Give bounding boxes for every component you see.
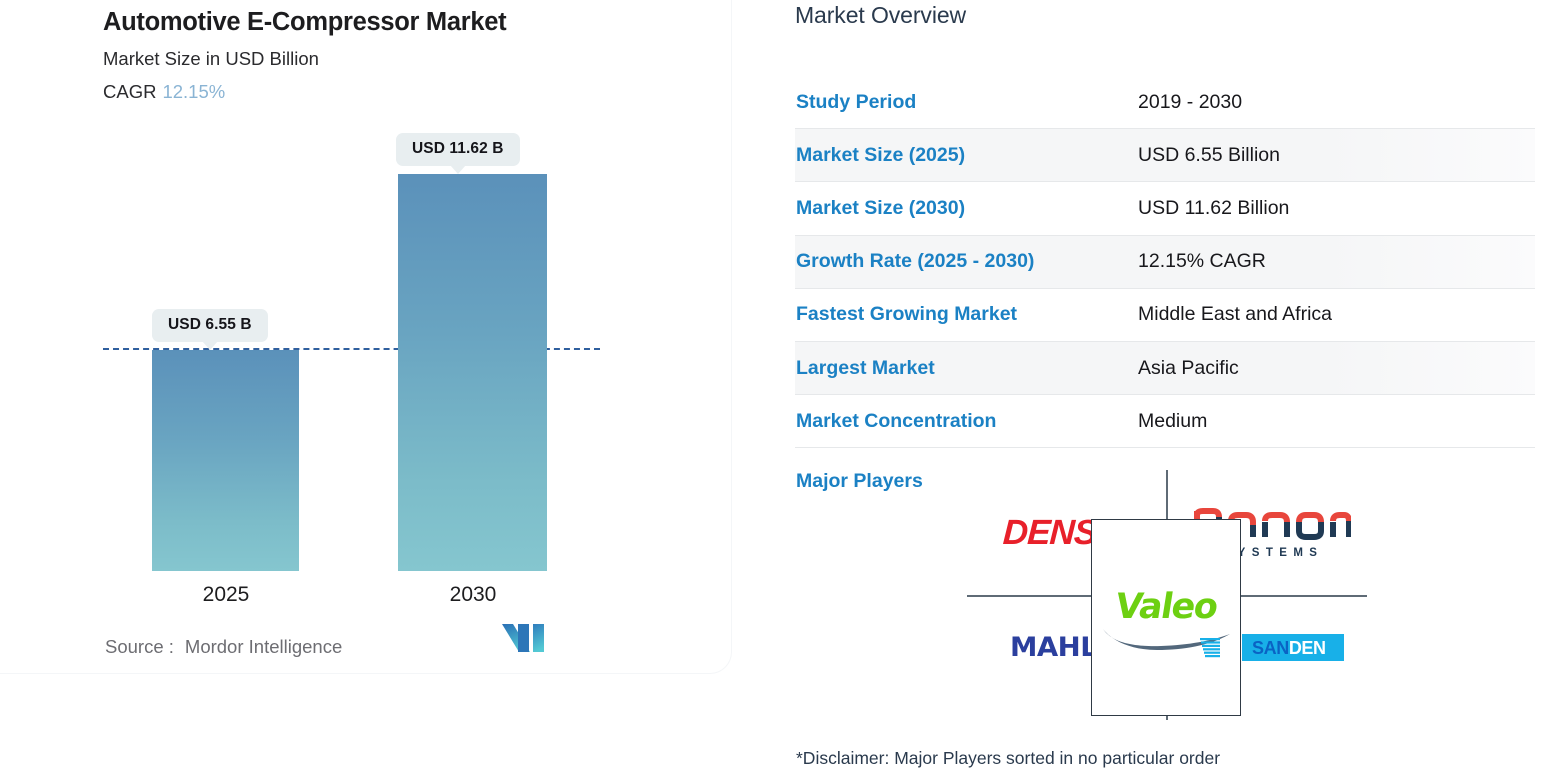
chart-subtitle: Market Size in USD Billion (103, 48, 319, 69)
player-logo-valeo: Valeo (1091, 519, 1241, 716)
overview-table: Study Period 2019 - 2030 Market Size (20… (795, 76, 1535, 449)
overview-heading: Market Overview (795, 2, 967, 28)
major-players-logo-grid: DENSO (967, 470, 1367, 720)
source-row: Source : Mordor Intelligence (105, 624, 555, 658)
row-key: Market Size (2030) (796, 196, 966, 219)
market-overview-panel: Market Overview Study Period 2019 - 2030… (795, 0, 1542, 777)
table-row: Fastest Growing Market Middle East and A… (795, 289, 1535, 342)
row-key: Fastest Growing Market (796, 303, 1018, 326)
row-value: USD 11.62 Billion (1138, 196, 1290, 219)
disclaimer-text: *Disclaimer: Major Players sorted in no … (796, 748, 1221, 768)
sanden-wordmark-part-b: DEN (1288, 637, 1326, 658)
table-row: Market Concentration Medium (795, 395, 1535, 449)
row-key: Market Size (2025) (796, 143, 966, 166)
mordor-intelligence-logo-icon (500, 622, 550, 659)
sanden-wordmark-part-a: SAN (1252, 637, 1289, 658)
table-row: Study Period 2019 - 2030 (795, 76, 1535, 130)
bar-value-label-2025: USD 6.55 B (152, 309, 268, 350)
chart-card: Automotive E-Compressor Market Market Si… (0, 0, 732, 674)
row-value: Medium (1138, 409, 1208, 432)
row-value: Middle East and Africa (1138, 303, 1333, 326)
valeo-logo-icon: Valeo (1099, 587, 1234, 650)
row-key: Largest Market (796, 356, 935, 379)
row-key: Market Concentration (796, 409, 997, 432)
row-value: USD 6.55 Billion (1138, 143, 1280, 166)
major-players-label: Major Players (796, 470, 923, 492)
source-name: Mordor Intelligence (184, 636, 343, 657)
sanden-logo-icon: SANDEN (1198, 633, 1344, 661)
cagr-value: 12.15% (162, 81, 226, 102)
row-key: Study Period (796, 90, 917, 113)
sanden-logo-band (1242, 633, 1344, 661)
source-label: Source : (105, 636, 174, 657)
cagr-label: CAGR (103, 81, 157, 102)
table-row: Growth Rate (2025 - 2030) 12.15% CAGR (795, 235, 1535, 289)
row-value: 12.15% CAGR (1138, 250, 1266, 273)
table-row: Market Size (2030) USD 11.62 Billion (795, 182, 1535, 236)
bar-value-label-2030: USD 11.62 B (396, 133, 520, 174)
row-value: 2019 - 2030 (1138, 90, 1243, 113)
bar-chart-plot-area: USD 6.55 B USD 11.62 B 2025 2030 (0, 0, 732, 674)
player-logo-sanden: SANDEN (1175, 612, 1367, 682)
hanon-systems-subtitle: SYSTEMS (1223, 547, 1324, 560)
valeo-center-box (1091, 519, 1241, 716)
x-axis-label-2030: 2030 (449, 583, 497, 606)
table-row: Market Size (2025) USD 6.55 Billion (795, 129, 1535, 183)
table-row: Largest Market Asia Pacific (795, 341, 1535, 396)
sanden-mark-icon (1200, 637, 1220, 657)
row-value: Asia Pacific (1138, 356, 1239, 379)
page-title: Automotive E-Compressor Market (103, 8, 507, 36)
sanden-wordmark: SANDEN (1252, 638, 1326, 659)
row-key: Growth Rate (2025 - 2030) (796, 250, 1035, 273)
bar-2030[interactable] (398, 174, 547, 571)
x-axis-label-2025: 2025 (202, 583, 250, 606)
reference-line (103, 348, 600, 350)
cagr-line: CAGR 12.15% (103, 81, 225, 103)
bar-2025[interactable] (152, 350, 299, 571)
